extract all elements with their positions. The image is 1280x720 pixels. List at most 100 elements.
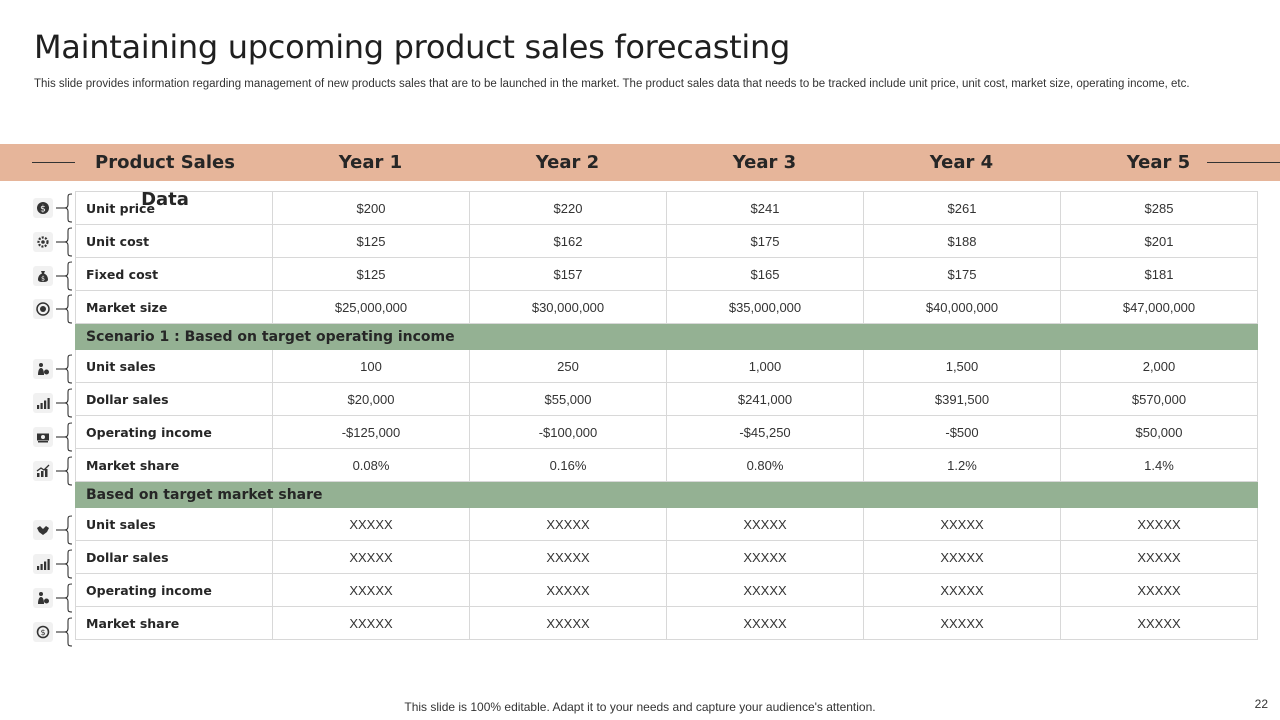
table-row: Dollar sales XXXXX XXXXX XXXXX XXXXX XXXXX [75,540,1258,574]
cell-year-4: $188 [863,224,1061,258]
table-row: Operating income XXXXX XXXXX XXXXX XXXXX XXXX… [75,573,1258,607]
scenario-band-label: Based on target market share [75,481,1258,508]
cell-year-2: XXXXX [469,573,667,607]
gear-icon [33,231,53,252]
cell-year-5: $201 [1060,224,1258,258]
cell-year-5: XXXXX [1060,507,1258,541]
page-number: 22 [1254,697,1268,711]
cell-year-1: -$125,000 [272,415,470,449]
row-label: Operating income [75,573,273,607]
table-row: Fixed cost $125 $157 $165 $175 $181 [75,257,1258,291]
row-label: Unit cost [75,224,273,258]
svg-text:$: $ [40,205,46,215]
cell-year-5: $570,000 [1060,382,1258,416]
table-row: Market size $25,000,000 $30,000,000 $35,000… [75,290,1258,324]
row-connector-brace [55,617,73,647]
cell-year-1: XXXXX [272,573,470,607]
cell-year-1: $200 [272,191,470,225]
header-year-5: Year 5 [1126,152,1191,173]
cell-year-1: 100 [272,349,470,383]
header-product-sales-data: Product Sales Data [75,144,255,210]
cell-year-3: $241 [666,191,864,225]
table-row: Unit cost $125 $162 $175 $188 $201 [75,224,1258,258]
footer-note: This slide is 100% editable. Adapt it to… [404,700,876,714]
header-year-4: Year 4 [929,152,994,173]
row-connector-brace [55,388,73,418]
cell-year-4: XXXXX [863,540,1061,574]
row-label: Market share [75,606,273,640]
money-bag-icon: $ [33,265,53,286]
cell-year-2: $162 [469,224,667,258]
cell-year-1: $20,000 [272,382,470,416]
cell-year-1: $125 [272,257,470,291]
person-money-icon [33,359,53,380]
cell-year-4: XXXXX [863,507,1061,541]
cell-year-3: -$45,250 [666,415,864,449]
cell-year-5: $181 [1060,257,1258,291]
cell-year-5: XXXXX [1060,540,1258,574]
header-left-rule [32,162,80,163]
cell-year-2: -$100,000 [469,415,667,449]
row-label: Dollar sales [75,382,273,416]
table-row: Unit sales 100 250 1,000 1,500 2,000 [75,349,1258,383]
cell-year-1: 0.08% [272,448,470,482]
row-connector-brace [55,422,73,452]
cell-year-5: $50,000 [1060,415,1258,449]
scenario-band-row: Based on target market share [75,481,1258,508]
cell-year-5: $47,000,000 [1060,290,1258,324]
row-connector-brace [55,227,73,257]
cell-year-3: $175 [666,224,864,258]
bar-chart-icon [33,393,53,413]
header-year-2: Year 2 [535,152,600,173]
table-row: Market share XXXXX XXXXX XXXXX XXXXX XXXXX [75,606,1258,640]
scenario-band-label: Scenario 1 : Based on target operating i… [75,323,1258,350]
svg-text:$: $ [41,275,45,282]
cell-year-1: $25,000,000 [272,290,470,324]
table-row: Market share 0.08% 0.16% 0.80% 1.2% 1.4% [75,448,1258,482]
cell-year-2: 0.16% [469,448,667,482]
cell-year-2: 250 [469,349,667,383]
cell-year-1: XXXXX [272,540,470,574]
cell-year-4: 1,500 [863,349,1061,383]
cell-year-5: $285 [1060,191,1258,225]
cell-year-2: XXXXX [469,540,667,574]
table-row: Unit price $200 $220 $241 $261 $285 [75,191,1258,225]
cell-year-4: -$500 [863,415,1061,449]
scenario-band-row: Scenario 1 : Based on target operating i… [75,323,1258,350]
target-icon [33,299,53,320]
cell-year-3: XXXXX [666,573,864,607]
person-money-icon [33,588,53,608]
cell-year-3: XXXXX [666,507,864,541]
cell-year-2: XXXXX [469,606,667,640]
cell-year-4: XXXXX [863,573,1061,607]
cell-year-3: 1,000 [666,349,864,383]
cell-year-4: $175 [863,257,1061,291]
table-row: Unit sales XXXXX XXXXX XXXXX XXXXX XXXXX [75,507,1258,541]
bar-chart-icon [33,554,53,575]
slide-subtitle: This slide provides information regardin… [34,78,1190,90]
row-connector-brace [55,456,73,486]
row-label: Dollar sales [75,540,273,574]
cell-year-2: XXXXX [469,507,667,541]
dollar-coin-icon: $ [33,198,53,218]
header-right-rule [1207,162,1280,163]
row-connector-brace [55,193,73,223]
cell-year-2: $55,000 [469,382,667,416]
row-label: Market share [75,448,273,482]
row-label: Unit price [75,191,273,225]
header-year-3: Year 3 [732,152,797,173]
row-connector-brace [55,549,73,579]
table-header-band: Product Sales Data Year 1 Year 2 Year 3 … [0,144,1280,210]
cell-year-5: XXXXX [1060,606,1258,640]
row-label: Operating income [75,415,273,449]
cell-year-1: XXXXX [272,606,470,640]
row-label: Market size [75,290,273,324]
row-connector-brace [55,515,73,545]
handshake-icon [33,520,53,541]
cell-year-3: 0.80% [666,448,864,482]
dollar-cycle-icon: $ [33,621,53,642]
table-row: Dollar sales $20,000 $55,000 $241,000 $391,5… [75,382,1258,416]
svg-text:$: $ [40,628,45,637]
cell-year-4: XXXXX [863,606,1061,640]
cell-year-3: $165 [666,257,864,291]
